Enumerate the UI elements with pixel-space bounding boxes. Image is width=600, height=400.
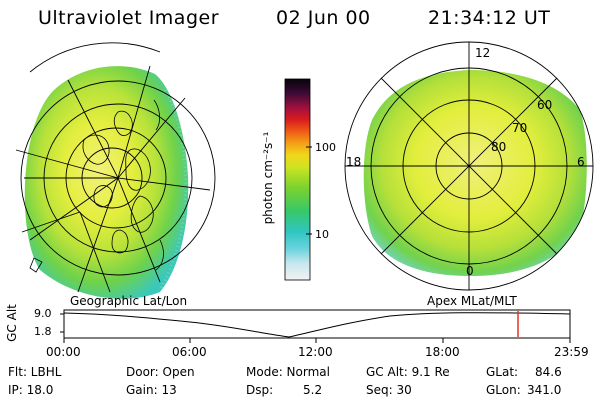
app-title: Ultraviolet Imager [38,7,220,29]
geographic-map [15,42,216,299]
altitude-xtick: 12:00 [298,345,333,359]
color-scale-bar [284,78,311,281]
mlat-label-80: 80 [491,140,507,154]
ip-readout: IP: 18.0 [8,383,54,397]
altitude-ytick-max: 9.0 [34,307,52,320]
glat-value: 84.6 [535,365,562,379]
altitude-ytick-min: 1.8 [34,325,52,338]
dsp-value: 5.2 [303,383,323,397]
mlat-label-60: 60 [537,98,553,112]
door-readout: Door: Open [126,365,195,379]
image-date: 02 Jun 00 [276,7,371,29]
mlt-label-12: 12 [475,46,491,60]
altitude-xtick: 00:00 [46,345,81,359]
mlat-label-70: 70 [512,121,528,135]
glon-value: 341.0 [527,383,562,397]
auroral-oval-image [363,70,587,276]
glon-label: GLon: [486,383,521,397]
colorbar-tick-10: 10 [315,228,329,241]
colorbar-unit-label: photon cm⁻²s⁻¹ [261,131,275,225]
altitude-curve [63,312,571,338]
gc-alt-readout: GC Alt: 9.1 Re [366,365,450,379]
colorbar-tick-100: 100 [315,141,336,154]
gain-readout: Gain: 13 [126,383,177,397]
filter-readout: Flt: LBHL [8,365,62,379]
altitude-xtick: 06:00 [172,345,207,359]
mlt-label-18: 18 [346,155,362,169]
mode-readout: Mode: Normal [246,365,330,379]
right-panel-caption: Apex MLat/MLT [427,294,517,308]
altitude-xtick: 18:00 [425,345,460,359]
mlt-label-0: 0 [466,264,474,278]
magnetic-polar-plot [344,41,594,291]
altitude-xtick: 23:59 [554,345,589,359]
altitude-ylabel: GC Alt [5,304,19,342]
altitude-plot [60,309,571,343]
left-panel-caption: Geographic Lat/Lon [70,294,188,308]
mlt-label-6: 6 [577,155,585,169]
glat-label: GLat: [486,365,519,379]
dsp-label: Dsp: [246,383,274,397]
image-time: 21:34:12 UT [428,7,551,29]
auroral-oval-image [24,66,189,299]
seq-readout: Seq: 30 [366,383,412,397]
